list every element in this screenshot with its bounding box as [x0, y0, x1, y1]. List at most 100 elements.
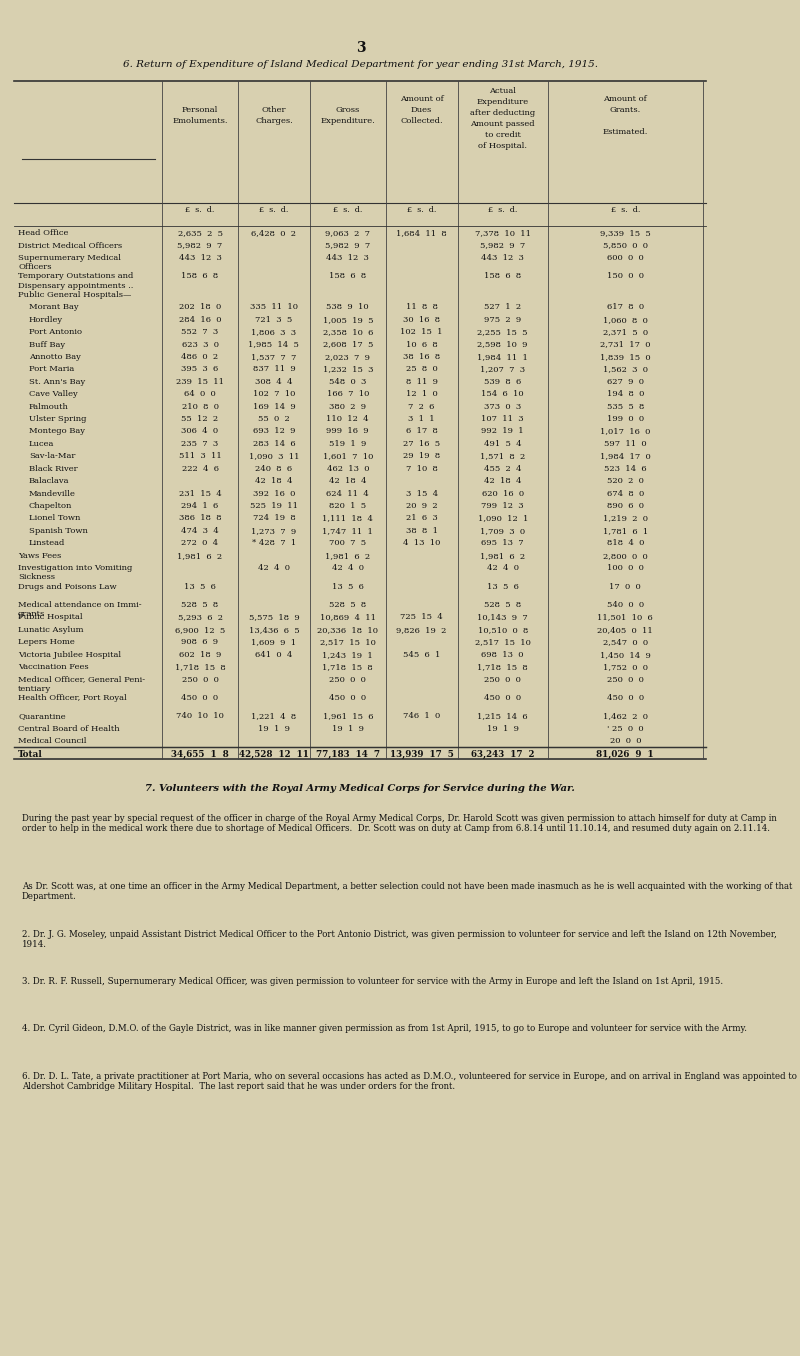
Text: 239  15  11: 239 15 11 — [176, 378, 224, 386]
Text: 308  4  4: 308 4 4 — [255, 378, 293, 386]
Text: 380  2  9: 380 2 9 — [330, 403, 366, 411]
Text: 799  12  3: 799 12 3 — [482, 502, 524, 510]
Text: 525  19  11: 525 19 11 — [250, 502, 298, 510]
Text: 1,752  0  0: 1,752 0 0 — [602, 663, 648, 671]
Text: Morant Bay: Morant Bay — [29, 304, 78, 312]
Text: Health Officer, Port Royal: Health Officer, Port Royal — [18, 694, 126, 702]
Text: 250  0  0: 250 0 0 — [607, 675, 644, 683]
Text: 1,609  9  1: 1,609 9 1 — [251, 639, 297, 647]
Text: 999  16  9: 999 16 9 — [326, 427, 369, 435]
Text: 9,063  2  7: 9,063 2 7 — [326, 229, 370, 237]
Text: 9,826  19  2: 9,826 19 2 — [397, 626, 447, 633]
Text: 250  0  0: 250 0 0 — [182, 675, 218, 683]
Text: 1,090  3  11: 1,090 3 11 — [249, 453, 299, 460]
Text: 110  12  4: 110 12 4 — [326, 415, 369, 423]
Text: 19  1  9: 19 1 9 — [486, 725, 518, 732]
Text: 6,428  0  2: 6,428 0 2 — [251, 229, 296, 237]
Text: 1,215  14  6: 1,215 14 6 — [478, 712, 528, 720]
Text: 20,336  18  10: 20,336 18 10 — [318, 626, 378, 633]
Text: 1,684  11  8: 1,684 11 8 — [396, 229, 447, 237]
Text: 13  5  6: 13 5 6 — [332, 583, 364, 591]
Text: 20  0  0: 20 0 0 — [610, 738, 641, 746]
Text: 21  6  3: 21 6 3 — [406, 514, 438, 522]
Text: 552  7  3: 552 7 3 — [182, 328, 218, 336]
Text: 548  0  3: 548 0 3 — [329, 378, 366, 386]
Text: 64  0  0: 64 0 0 — [184, 391, 216, 399]
Text: 395  3  6: 395 3 6 — [182, 365, 218, 373]
Text: Head Office: Head Office — [18, 229, 68, 237]
Text: 540  0  0: 540 0 0 — [606, 601, 644, 609]
Text: 641  0  4: 641 0 4 — [255, 651, 293, 659]
Text: Black River: Black River — [29, 465, 78, 473]
Text: 7. Volunteers with the Royal Army Medical Corps for Service during the War.: 7. Volunteers with the Royal Army Medica… — [146, 784, 575, 793]
Text: 511  3  11: 511 3 11 — [178, 453, 222, 460]
Text: Central Board of Health: Central Board of Health — [18, 725, 120, 732]
Text: £  s.  d.: £ s. d. — [610, 206, 640, 214]
Text: 1,111  18  4: 1,111 18 4 — [322, 514, 374, 522]
Text: 235  7  3: 235 7 3 — [182, 439, 218, 447]
Text: 10,143  9  7: 10,143 9 7 — [478, 613, 528, 621]
Text: 102  15  1: 102 15 1 — [401, 328, 443, 336]
Text: 5,575  18  9: 5,575 18 9 — [249, 613, 299, 621]
Text: 1,709  3  0: 1,709 3 0 — [480, 527, 526, 534]
Text: 63,243  17  2: 63,243 17 2 — [471, 750, 534, 758]
Text: Spanish Town: Spanish Town — [29, 527, 88, 534]
Text: 627  9  0: 627 9 0 — [606, 378, 644, 386]
Text: 55  12  2: 55 12 2 — [182, 415, 218, 423]
Text: As Dr. Scott was, at one time an officer in the Army Medical Department, a bette: As Dr. Scott was, at one time an officer… — [22, 883, 792, 902]
Text: 1,060  8  0: 1,060 8 0 — [603, 316, 648, 324]
Text: 38  8  1: 38 8 1 — [406, 527, 438, 534]
Text: £  s.  d.: £ s. d. — [488, 206, 518, 214]
Text: 150  0  0: 150 0 0 — [606, 273, 644, 281]
Text: 674  8  0: 674 8 0 — [606, 490, 644, 498]
Text: 491  5  4: 491 5 4 — [484, 439, 522, 447]
Text: Lepers Home: Lepers Home — [18, 639, 74, 647]
Text: 600  0  0: 600 0 0 — [607, 254, 644, 262]
Text: Cave Valley: Cave Valley — [29, 391, 78, 399]
Text: 202  18  0: 202 18 0 — [179, 304, 221, 312]
Text: 10,869  4  11: 10,869 4 11 — [320, 613, 376, 621]
Text: 443  12  3: 443 12 3 — [326, 254, 370, 262]
Text: 975  2  9: 975 2 9 — [484, 316, 522, 324]
Text: 539  8  6: 539 8 6 — [484, 378, 522, 386]
Text: 386  18  8: 386 18 8 — [178, 514, 222, 522]
Text: 3: 3 — [355, 41, 365, 54]
Text: 1,537  7  7: 1,537 7 7 — [251, 353, 297, 361]
Text: 1,571  8  2: 1,571 8 2 — [480, 453, 526, 460]
Text: 169  14  9: 169 14 9 — [253, 403, 295, 411]
Text: 698  13  0: 698 13 0 — [482, 651, 524, 659]
Text: 450  0  0: 450 0 0 — [606, 694, 644, 702]
Text: 3  1  1: 3 1 1 — [408, 415, 435, 423]
Text: Hordley: Hordley — [29, 316, 63, 324]
Text: 528  5  8: 528 5 8 — [329, 601, 366, 609]
Text: Amount of
Grants.
 
Estimated.: Amount of Grants. Estimated. — [602, 95, 648, 136]
Text: 5,982  9  7: 5,982 9 7 — [480, 241, 526, 250]
Text: 2,547  0  0: 2,547 0 0 — [602, 639, 648, 647]
Text: 222  4  6: 222 4 6 — [182, 465, 218, 473]
Text: Mandeville: Mandeville — [29, 490, 76, 498]
Text: 474  3  4: 474 3 4 — [181, 527, 219, 534]
Text: £  s.  d.: £ s. d. — [407, 206, 436, 214]
Text: 1,961  15  6: 1,961 15 6 — [322, 712, 373, 720]
Text: 231  15  4: 231 15 4 — [178, 490, 222, 498]
Text: 740  10  10: 740 10 10 — [176, 712, 224, 720]
Text: 1,450  14  9: 1,450 14 9 — [600, 651, 650, 659]
Text: 250  0  0: 250 0 0 — [330, 675, 366, 683]
Text: Gross
Expenditure.: Gross Expenditure. — [320, 106, 375, 125]
Text: St. Ann's Bay: St. Ann's Bay — [29, 378, 85, 386]
Text: 20,405  0  11: 20,405 0 11 — [598, 626, 653, 633]
Text: 42  4  0: 42 4 0 — [486, 564, 518, 572]
Text: Medical attendance on Immi-
grants: Medical attendance on Immi- grants — [18, 601, 142, 618]
Text: 4  13  10: 4 13 10 — [403, 540, 440, 548]
Text: 13  5  6: 13 5 6 — [184, 583, 216, 591]
Text: 107  11  3: 107 11 3 — [482, 415, 524, 423]
Text: 1,462  2  0: 1,462 2 0 — [602, 712, 648, 720]
Text: Annotto Bay: Annotto Bay — [29, 353, 81, 361]
Text: 7,378  10  11: 7,378 10 11 — [474, 229, 530, 237]
Text: 818  4  0: 818 4 0 — [606, 540, 644, 548]
Text: 527  1  2: 527 1 2 — [484, 304, 522, 312]
Text: 535  5  8: 535 5 8 — [606, 403, 644, 411]
Text: Supernumerary Medical
Officers: Supernumerary Medical Officers — [18, 254, 121, 271]
Text: 392  16  0: 392 16 0 — [253, 490, 295, 498]
Text: 450  0  0: 450 0 0 — [182, 694, 218, 702]
